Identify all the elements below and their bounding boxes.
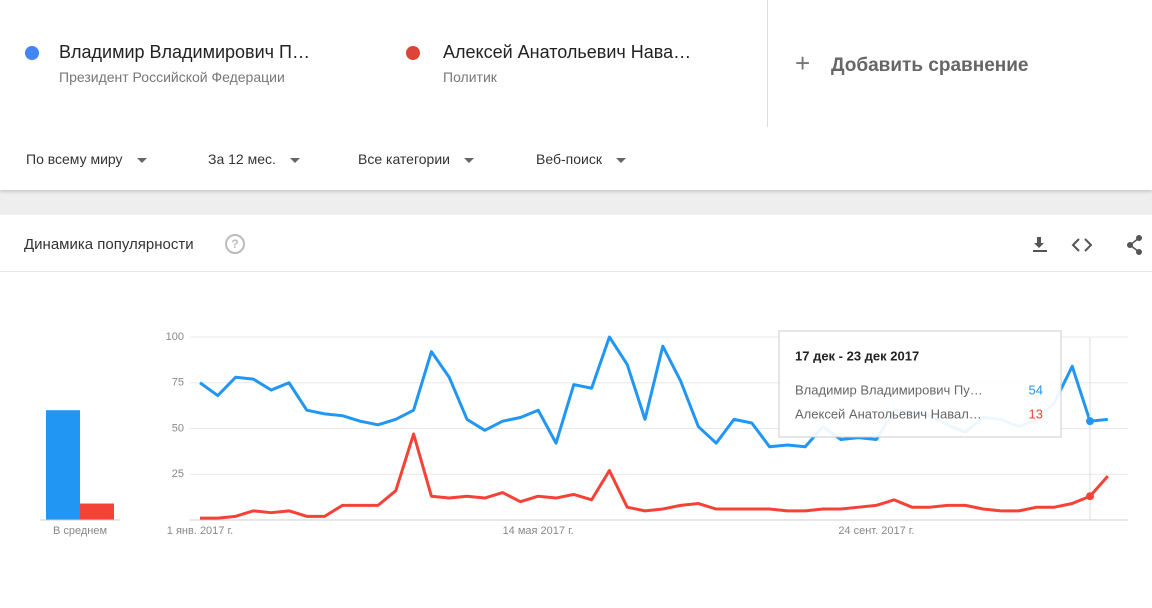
y-tick-label: 25 (172, 468, 184, 480)
filter-bar: По всему миру За 12 мес. Все категории В… (0, 127, 1152, 190)
tooltip-title: 17 дек - 23 дек 2017 (795, 348, 919, 363)
term-name[interactable]: Алексей Анатольевич Нава… (443, 42, 692, 62)
term-dot (406, 46, 420, 60)
bar (46, 410, 80, 520)
panel-title: Динамика популярности (24, 236, 194, 253)
panel-icons (1033, 235, 1142, 255)
filter[interactable]: Все категории (358, 151, 474, 167)
share-icon[interactable] (1127, 235, 1142, 255)
chart: В среднем 25 50 75 100 1 янв. 2017 г. 14 мая 2… (40, 330, 1128, 537)
tooltip-box (778, 330, 1062, 438)
bar (80, 503, 114, 520)
embed-icon[interactable] (1071, 238, 1093, 252)
tooltip-name: Алексей Анатольевич Навал… (795, 406, 982, 421)
term-subtitle: Президент Российской Федерации (59, 69, 285, 85)
x-tick-label: В среднем (53, 525, 107, 537)
term-name[interactable]: Владимир Владимирович П… (59, 42, 310, 62)
help-icon[interactable]: ? (225, 234, 245, 254)
hover-dot (1086, 417, 1094, 426)
series-line (200, 432, 1109, 520)
x-tick-label: 1 янв. 2017 г. (167, 525, 233, 537)
separator (0, 271, 1152, 272)
filter-label: За 12 мес. (208, 151, 276, 167)
tooltip-value: 13 (1029, 406, 1043, 421)
y-tick-label: 50 (172, 422, 184, 434)
download-icon[interactable] (1033, 237, 1047, 252)
y-tick-label: 75 (172, 377, 184, 389)
filter-label: Все категории (358, 151, 450, 167)
x-tick-label: 14 мая 2017 г. (503, 525, 574, 537)
hover-dot (1086, 492, 1094, 501)
divider (767, 0, 768, 127)
x-tick-label: 24 сент. 2017 г. (838, 525, 914, 537)
filter[interactable]: Веб-поиск (536, 151, 626, 167)
filter[interactable]: По всему миру (26, 151, 147, 167)
filter-label: По всему миру (26, 151, 123, 167)
tooltip-value: 54 (1029, 382, 1043, 397)
term-subtitle: Политик (443, 69, 497, 85)
tooltip: 17 дек - 23 дек 2017 Владимир Владимирови… (778, 330, 1062, 438)
filter-label: Веб-поиск (536, 151, 602, 167)
tooltip-name: Владимир Владимирович Пу… (795, 382, 983, 397)
y-tick-label: 100 (166, 331, 184, 343)
compare-bar: Владимир Владимирович П… Президент Росси… (0, 0, 1152, 128)
add-comparison[interactable]: Добавить сравнение (831, 55, 1029, 76)
add-icon[interactable]: + (795, 48, 811, 78)
filter[interactable]: За 12 мес. (208, 151, 300, 167)
term-dot (25, 46, 39, 60)
